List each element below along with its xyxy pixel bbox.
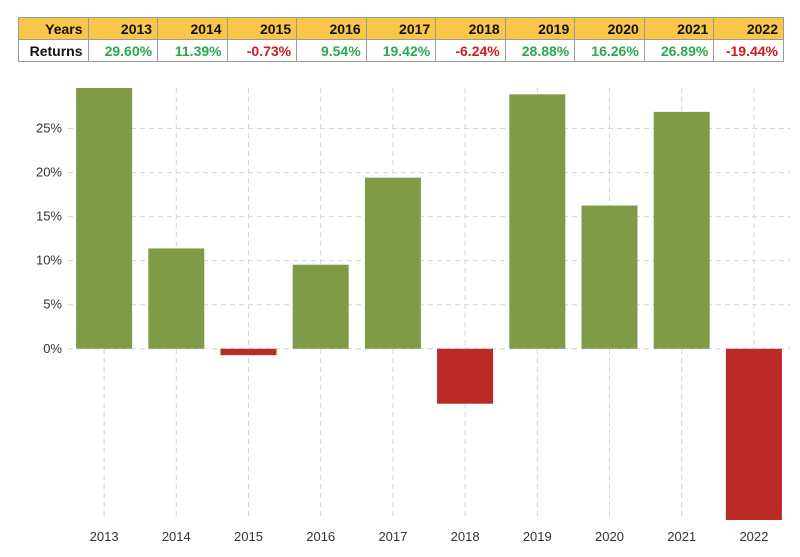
bar-2021 [653,111,710,349]
x-tick-label: 2016 [306,529,335,544]
x-tick-label: 2022 [739,529,768,544]
x-tick-label: 2013 [90,529,119,544]
y-tick-label: 15% [36,209,62,224]
year-cell: 2014 [157,17,228,40]
return-cell: -6.24% [435,39,506,62]
x-tick-label: 2014 [162,529,191,544]
return-cell: 29.60% [87,39,159,62]
x-tick-label: 2017 [378,529,407,544]
year-cell: 2021 [643,17,715,40]
bar-2016 [292,264,349,349]
y-tick-label: 5% [43,297,62,312]
year-cell: 2016 [296,17,367,40]
year-cell: 2020 [574,17,645,40]
bar-2019 [509,94,566,349]
year-cell: 2017 [365,17,437,40]
bar-2020 [581,205,638,349]
year-cell: 2013 [87,17,159,40]
return-cell: -19.44% [713,39,784,62]
bar-2018 [437,348,494,404]
return-cell: 11.39% [157,39,228,62]
x-tick-label: 2021 [667,529,696,544]
returns-header: Returns [18,39,89,62]
bar-2015 [220,348,277,356]
return-cell: 19.42% [365,39,437,62]
x-tick-label: 2018 [451,529,480,544]
y-tick-label: 0% [43,341,62,356]
return-cell: 9.54% [296,39,367,62]
returns-row: Returns 29.60% 11.39% -0.73% 9.54% 19.42% -6.… [18,39,784,62]
chart-bars [76,88,782,520]
bar-2014 [148,248,205,349]
return-cell: -0.73% [226,39,298,62]
y-tick-label: 10% [36,253,62,268]
y-axis: 0% 5% 10% 15% 20% 25% [36,121,62,356]
bar-2022 [725,348,782,520]
return-cell: 28.88% [504,39,576,62]
years-header: Years [18,17,89,40]
x-tick-label: 2019 [523,529,552,544]
return-cell: 16.26% [574,39,645,62]
year-cell: 2022 [713,17,784,40]
year-cell: 2018 [435,17,506,40]
years-row: Years 2013 2014 2015 2016 2017 2018 2019 2020 20… [18,17,784,40]
x-tick-label: 2020 [595,529,624,544]
bar-2013 [76,88,133,349]
y-tick-label: 25% [36,121,62,136]
return-cell: 26.89% [643,39,715,62]
x-tick-label: 2015 [234,529,263,544]
bar-2017 [364,177,421,349]
returns-table: Years 2013 2014 2015 2016 2017 2018 2019 2020 20… [18,17,784,62]
y-tick-label: 20% [36,165,62,180]
x-axis: 2013 2014 2015 2016 2017 2018 2019 2020 2021 2022 [90,529,769,544]
